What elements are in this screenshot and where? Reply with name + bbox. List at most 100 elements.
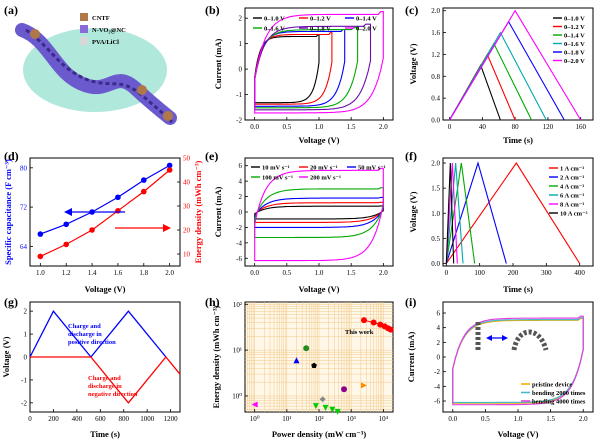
- legend-text: 0–2.0 V: [356, 26, 377, 33]
- y-tick-label: 2.0: [431, 7, 440, 15]
- panel-e-label: (e): [205, 149, 218, 163]
- x-tick-label: 1000: [140, 415, 155, 423]
- cv-curve: [254, 196, 384, 228]
- marker-circle: [303, 345, 310, 352]
- y-tick-label: 0.0: [431, 117, 440, 125]
- data-point: [37, 231, 44, 237]
- legend-text: 0–1.2 V: [310, 16, 331, 23]
- y-tick-label: 0: [437, 354, 441, 362]
- x-tick-label: 120: [543, 123, 554, 131]
- x-tick-label: 1.0: [315, 269, 324, 277]
- y-tick-label: -4: [236, 239, 242, 247]
- panel-b-legend: 0–1.0 V 0–1.2 V 0–1.4 V 0–1.6 V 0–1.8 V 0–2.0…: [253, 16, 377, 33]
- y-tick-label: 0: [24, 354, 28, 362]
- y-tick-label: 1.0: [431, 210, 440, 218]
- x-tick-label: 2.0: [579, 415, 588, 423]
- marker-triangle-down: [312, 403, 319, 410]
- bend-arrowhead-left: [486, 335, 492, 341]
- marker-triangle: [293, 357, 300, 364]
- cv-curve: [254, 28, 346, 107]
- data-point: [63, 241, 70, 248]
- this-work-line: [363, 319, 392, 331]
- bend-arrowhead-right: [502, 335, 508, 341]
- y-tick-label: 1: [239, 40, 243, 48]
- x-tick-label: 1.0: [315, 123, 324, 131]
- panel-d-label: (d): [4, 149, 19, 163]
- panel-a-label: (a): [4, 3, 18, 17]
- y-tick-label: 0.5: [431, 235, 440, 243]
- legend-swatch-cntf: [80, 13, 88, 21]
- legend-text: 8 A cm⁻³: [560, 202, 584, 209]
- marker-circle: [341, 386, 348, 393]
- y-tick-label: 0.8: [431, 73, 440, 81]
- right-axis-arrowhead: [163, 224, 171, 232]
- gcd-curve: [449, 31, 547, 121]
- legend-text: 0–1.8 V: [310, 26, 331, 33]
- legend-text: 0–1.6 V: [264, 26, 285, 33]
- y-tick-label: 64: [20, 243, 28, 251]
- marker-triangle-down: [322, 404, 329, 411]
- panel-f-ylabel: Voltage (V): [408, 191, 418, 232]
- gcd-curve: [445, 161, 507, 264]
- y-tick-label: 30: [183, 203, 191, 211]
- y-tick-label: 1.2: [431, 51, 440, 59]
- y-tick-label: 0.0: [431, 260, 440, 268]
- x-tick-label: 2.0: [165, 269, 174, 277]
- data-point: [166, 162, 173, 169]
- legend-text: 4 A cm⁻³: [560, 184, 584, 191]
- panel-d-xlabel: Voltage (V): [85, 284, 126, 294]
- y-tick-label: 10⁰: [232, 392, 242, 400]
- panel-e-ylabel: Current (mA): [213, 187, 223, 238]
- x-tick-label: 80: [512, 123, 520, 131]
- y-tick-label: 2: [239, 15, 243, 23]
- panel-h: (h) 10⁰ 10¹ 10² 10³ 10⁴ 10⁰ 10¹ 10² This work P…: [205, 295, 394, 439]
- marker-triangle-down: [329, 406, 336, 413]
- x-tick-label: 10³: [347, 415, 356, 423]
- panel-e: (e) 0.0 0.5 1.0 1.5 2.0 -6 -4 -2 0 2 4 6 10 mV s⁻¹ 2…: [205, 149, 394, 294]
- x-tick-label: 400: [72, 415, 83, 423]
- panel-f-label: (f): [405, 149, 417, 163]
- x-tick-label: 0: [445, 269, 449, 277]
- panel-g-xlabel: Time (s): [90, 429, 120, 439]
- y-tick-label: 2: [437, 339, 441, 347]
- panel-c-legend: 0–1.0 V0–1.2 V 0–1.4 V0–1.6 V 0–1.8 V0–2.0…: [553, 16, 585, 65]
- panel-h-grid: [245, 302, 393, 412]
- marker-triangle-left: [251, 401, 258, 408]
- panel-c-label: (c): [405, 3, 418, 17]
- x-tick-label: 2.0: [379, 123, 388, 131]
- y-tick-label: 6: [239, 162, 243, 170]
- panel-d: (d) 1.0 1.2 1.4 1.6 1.8 2.0 64 72 80 10 20 30 40 50 V…: [3, 149, 203, 294]
- gcd-curve: [449, 9, 582, 121]
- cv-curve: [254, 205, 384, 220]
- y-tick-label: 10: [183, 251, 191, 259]
- x-tick-label: 1.5: [347, 269, 356, 277]
- panel-g-label: (g): [4, 295, 18, 309]
- legend-text: 100 mV s⁻¹: [262, 175, 293, 182]
- gcd-curve: [449, 42, 533, 121]
- data-point: [140, 177, 147, 183]
- y-tick-label: -1: [21, 376, 27, 384]
- legend-text: 0–1.0 V: [564, 16, 585, 23]
- cv-curve: [254, 27, 359, 109]
- x-tick-label: 300: [541, 269, 552, 277]
- fiber-end-cap-left: [30, 29, 40, 39]
- x-tick-label: 0.0: [250, 123, 259, 131]
- y-tick-label: 20: [183, 227, 191, 235]
- x-tick-label: 1.8: [139, 269, 148, 277]
- x-tick-label: 1200: [164, 415, 179, 423]
- gcd-curve: [445, 162, 476, 264]
- marker-triangle-right: [360, 382, 367, 389]
- gcd-curve: [445, 162, 464, 264]
- legend-text: 0–1.6 V: [564, 41, 585, 48]
- x-tick-label: 800: [119, 415, 130, 423]
- left-axis-arrowhead: [64, 208, 72, 216]
- series-line: [30, 355, 181, 404]
- panel-i: (i) 0.0 0.5 1.0 1.5 2.0 -6 -4 -2 0 2 4 6 pristine d…: [405, 295, 594, 439]
- twisted-fiber-strand: [25, 28, 174, 124]
- panel-c-frame: [442, 7, 594, 121]
- legend-text: 200 mV s⁻¹: [310, 175, 341, 182]
- panel-e-curves: [254, 167, 384, 262]
